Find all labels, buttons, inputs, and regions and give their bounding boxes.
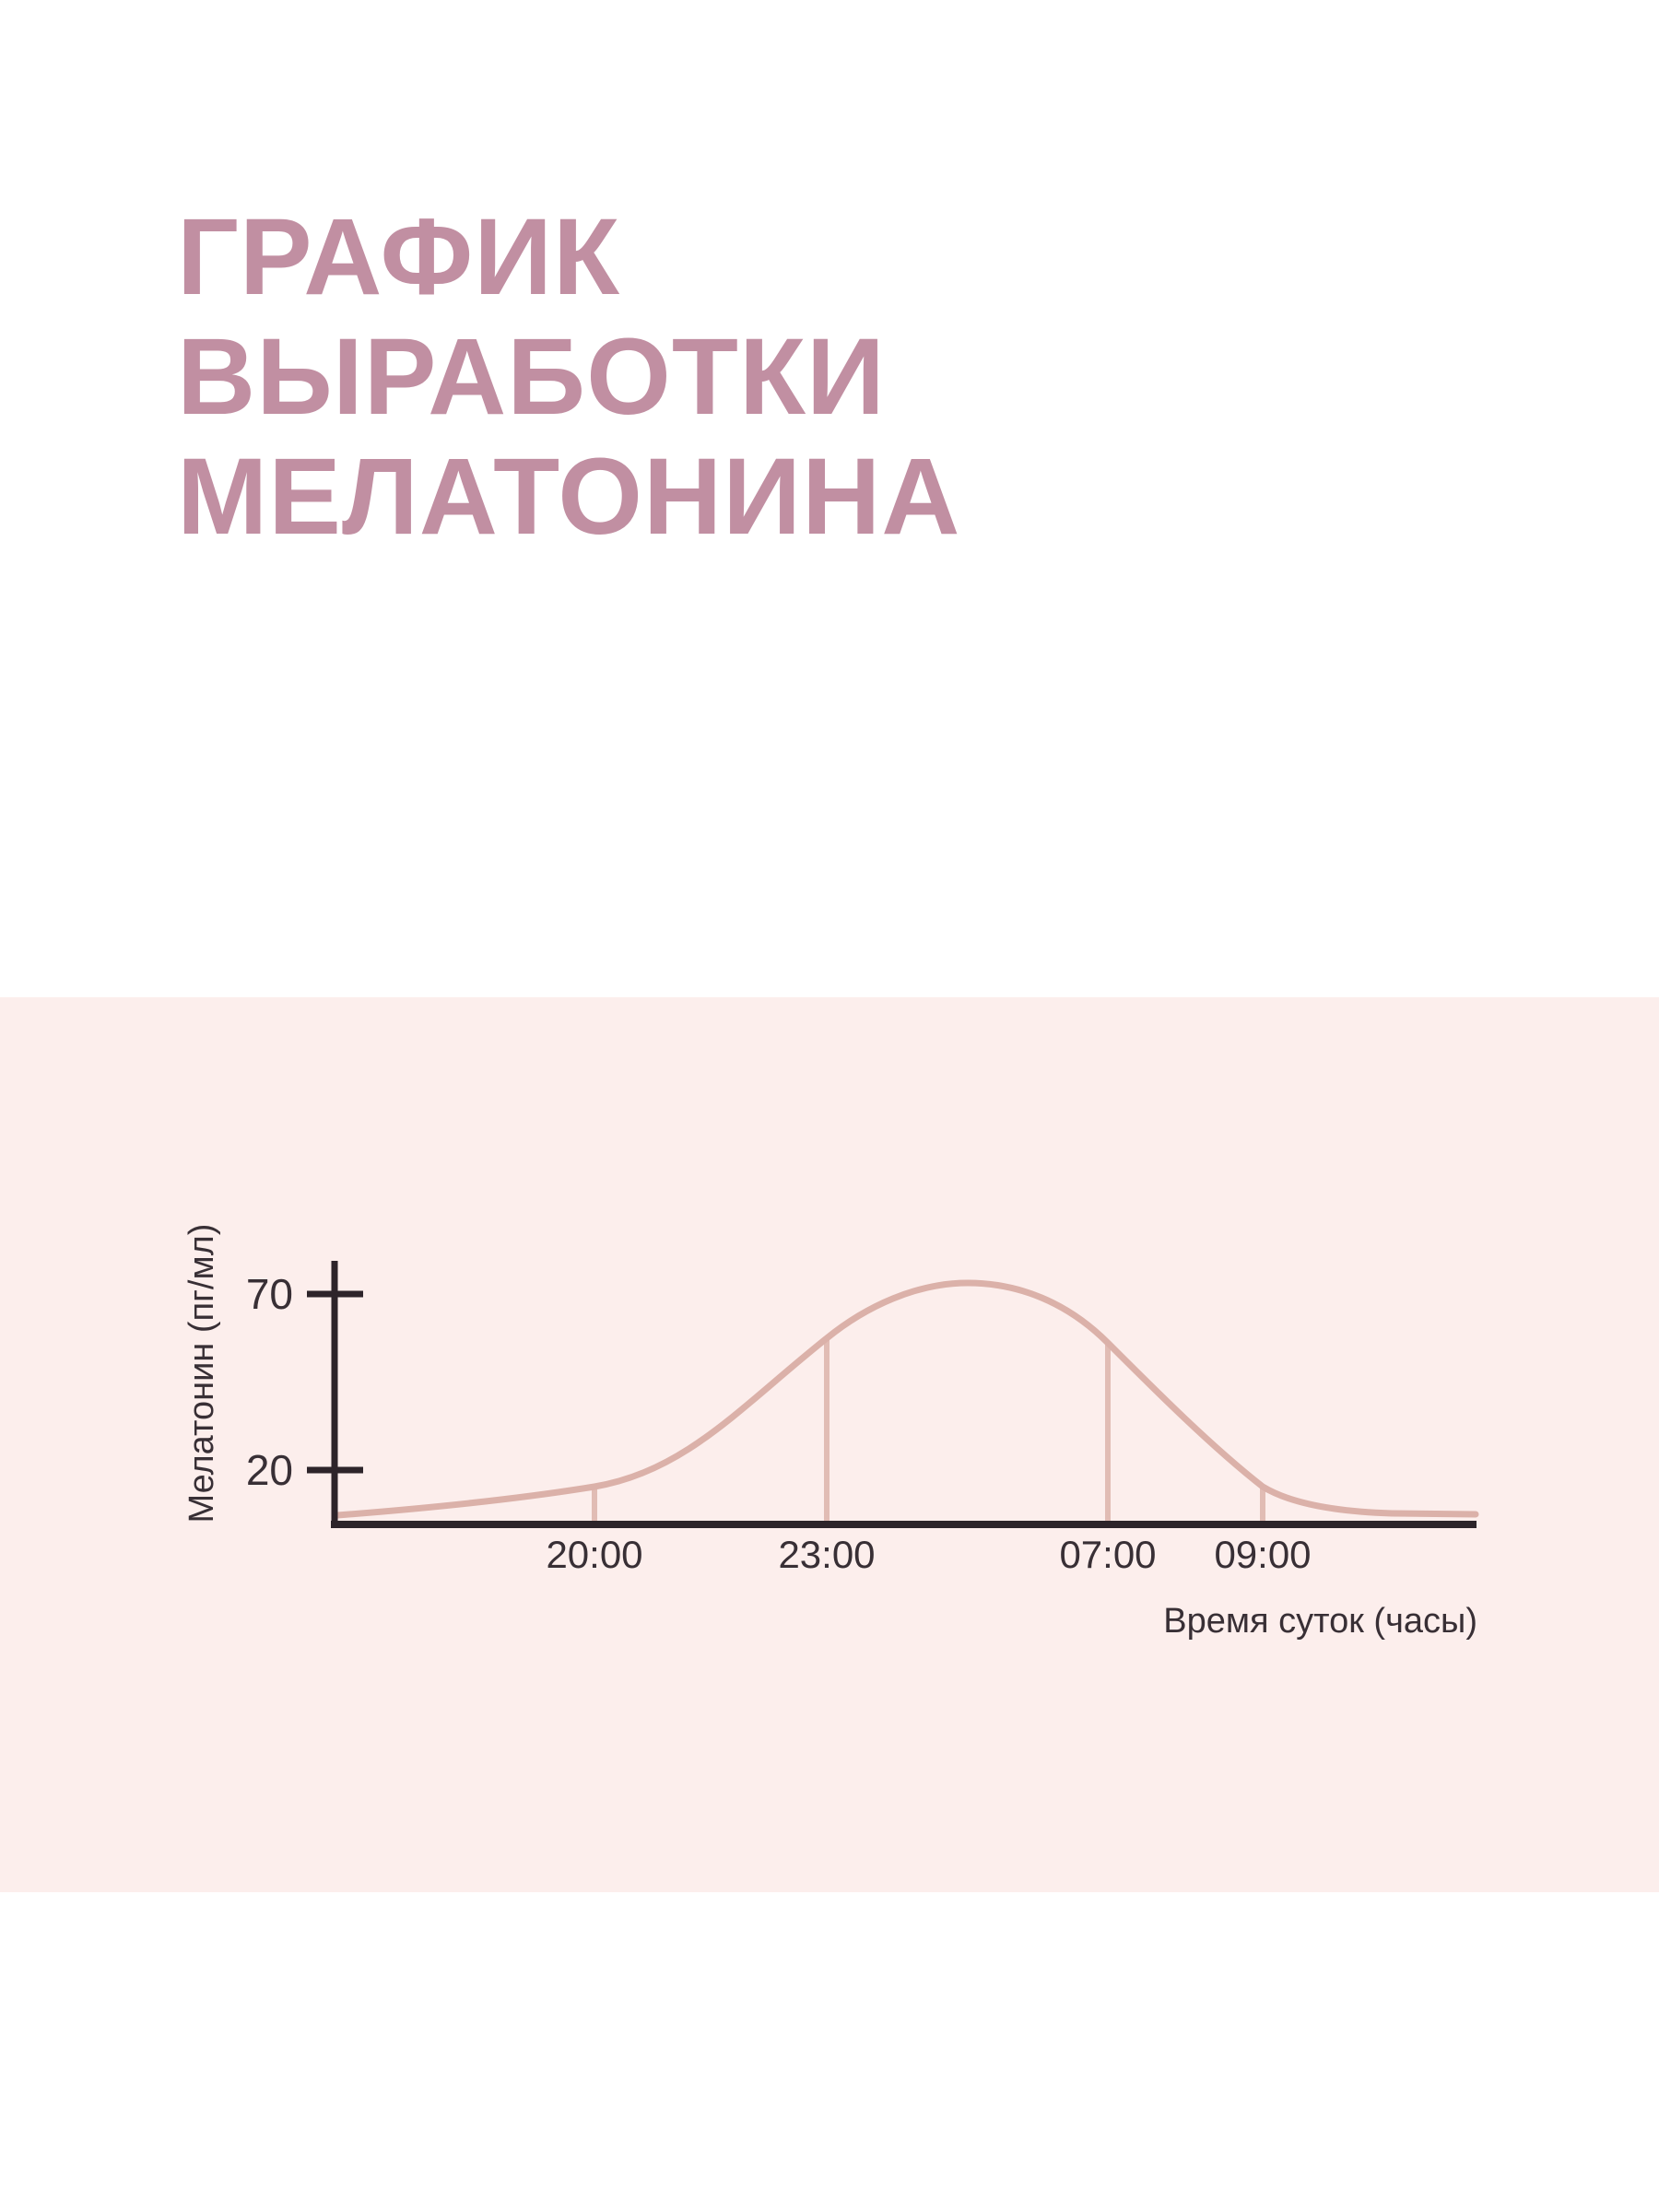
x-tick-23-00-label: 23:00 xyxy=(778,1533,875,1576)
y-tick-20-label: 20 xyxy=(246,1446,293,1494)
x-tick-20-00-label: 20:00 xyxy=(546,1533,642,1576)
page-title-line-3: МЕЛАТОНИНА xyxy=(177,436,961,558)
page-title-line-2: ВЫРАБОТКИ xyxy=(177,316,886,438)
x-tick-07-00-label: 07:00 xyxy=(1059,1533,1156,1576)
y-axis-title: Мелатонин (пг/мл) xyxy=(182,1224,221,1524)
x-axis-title: Время суток (часы) xyxy=(1163,1602,1477,1641)
melatonin-curve xyxy=(334,1279,1479,1519)
y-tick-70-label: 70 xyxy=(246,1270,293,1318)
x-tick-09-00-label: 09:00 xyxy=(1214,1533,1311,1576)
page-title: ГРАФИК ВЫРАБОТКИ МЕЛАТОНИНА xyxy=(177,197,961,557)
page-title-line-1: ГРАФИК xyxy=(177,196,621,318)
